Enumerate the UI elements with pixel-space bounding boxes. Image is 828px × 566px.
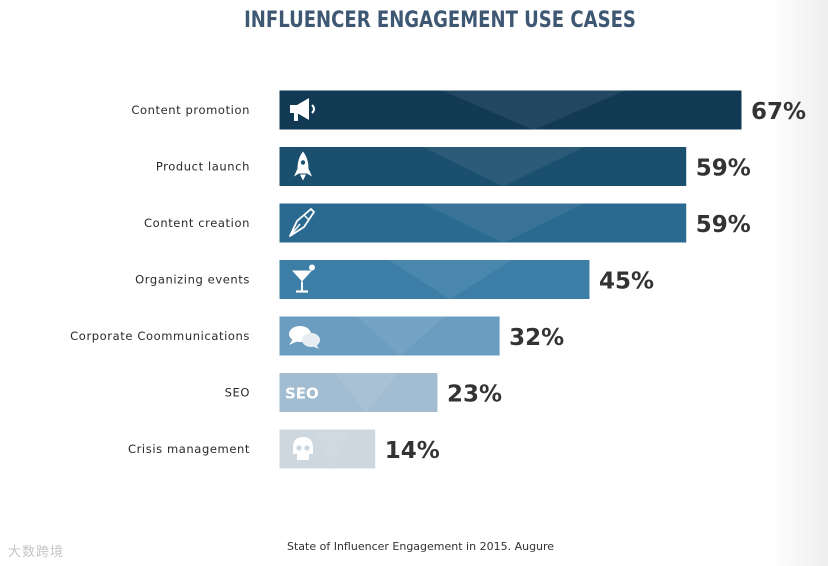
watermark: 大数跨境 <box>8 545 65 560</box>
category-label: Organizing events <box>135 273 250 287</box>
category-label: Crisis management <box>128 442 250 456</box>
bar-content-promotion <box>278 89 743 131</box>
category-label: Content promotion <box>131 103 250 117</box>
bar-facet <box>312 429 352 469</box>
bar-facet <box>334 372 399 413</box>
category-label: Product launch <box>156 160 250 174</box>
category-label: Content creation <box>144 216 250 230</box>
bar-facet <box>421 146 585 187</box>
skull-icon <box>293 437 313 460</box>
chat-bubbles-icon <box>289 326 320 349</box>
pen-nib-icon <box>289 208 315 237</box>
value-label: 59% <box>696 212 751 238</box>
bar-organizing-events <box>278 259 591 300</box>
seo-icon-text: SEO <box>285 385 319 403</box>
value-label: 32% <box>509 325 564 351</box>
seo-icon: SEO <box>285 385 319 403</box>
bar-facet <box>441 90 627 130</box>
source-caption: State of Influencer Engagement in 2015. … <box>287 540 555 553</box>
megaphone-icon <box>290 98 315 121</box>
chart-title: INFLUENCER ENGAGEMENT USE CASES <box>244 8 636 33</box>
value-label: 23% <box>447 382 502 408</box>
category-label: SEO <box>225 386 250 400</box>
cocktail-icon <box>292 264 315 293</box>
bar-facet <box>387 259 513 300</box>
bar-facet <box>356 316 445 356</box>
category-label: Corporate Coommunications <box>70 329 250 343</box>
value-label: 45% <box>599 269 654 295</box>
bar-content-creation <box>278 202 688 244</box>
value-label: 59% <box>696 156 751 182</box>
rocket-icon <box>294 151 312 181</box>
value-label: 67% <box>751 99 806 125</box>
value-label: 14% <box>385 438 440 464</box>
bar-seo <box>278 372 439 413</box>
bar-facet <box>421 203 585 243</box>
bar-product-launch <box>278 146 688 187</box>
